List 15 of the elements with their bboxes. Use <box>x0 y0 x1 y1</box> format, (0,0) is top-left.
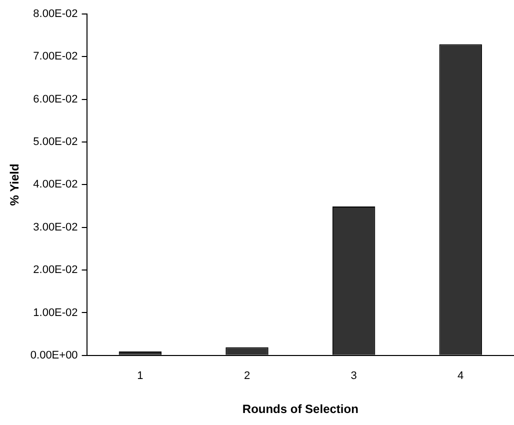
y-tick-label: 5.00E-02 <box>33 136 78 148</box>
x-tick-label: 2 <box>244 370 250 382</box>
x-tick-label: 4 <box>458 370 464 382</box>
y-tick-label: 2.00E-02 <box>33 264 78 276</box>
y-tick-label: 0.00E+00 <box>30 349 78 362</box>
y-tick-label: 6.00E-02 <box>33 93 78 106</box>
y-tick-label: 7.00E-02 <box>33 50 78 63</box>
x-axis-title: Rounds of Selection <box>242 402 358 416</box>
y-tick-label: 4.00E-02 <box>33 178 78 191</box>
y-tick-label: 3.00E-02 <box>33 221 78 234</box>
y-tick-label: 8.00E-02 <box>33 8 78 20</box>
y-axis-title: % Yield <box>8 164 22 206</box>
x-tick-label: 1 <box>137 370 144 382</box>
x-tick-label: 3 <box>350 370 357 382</box>
y-tick-label: 1.00E-02 <box>33 306 78 319</box>
